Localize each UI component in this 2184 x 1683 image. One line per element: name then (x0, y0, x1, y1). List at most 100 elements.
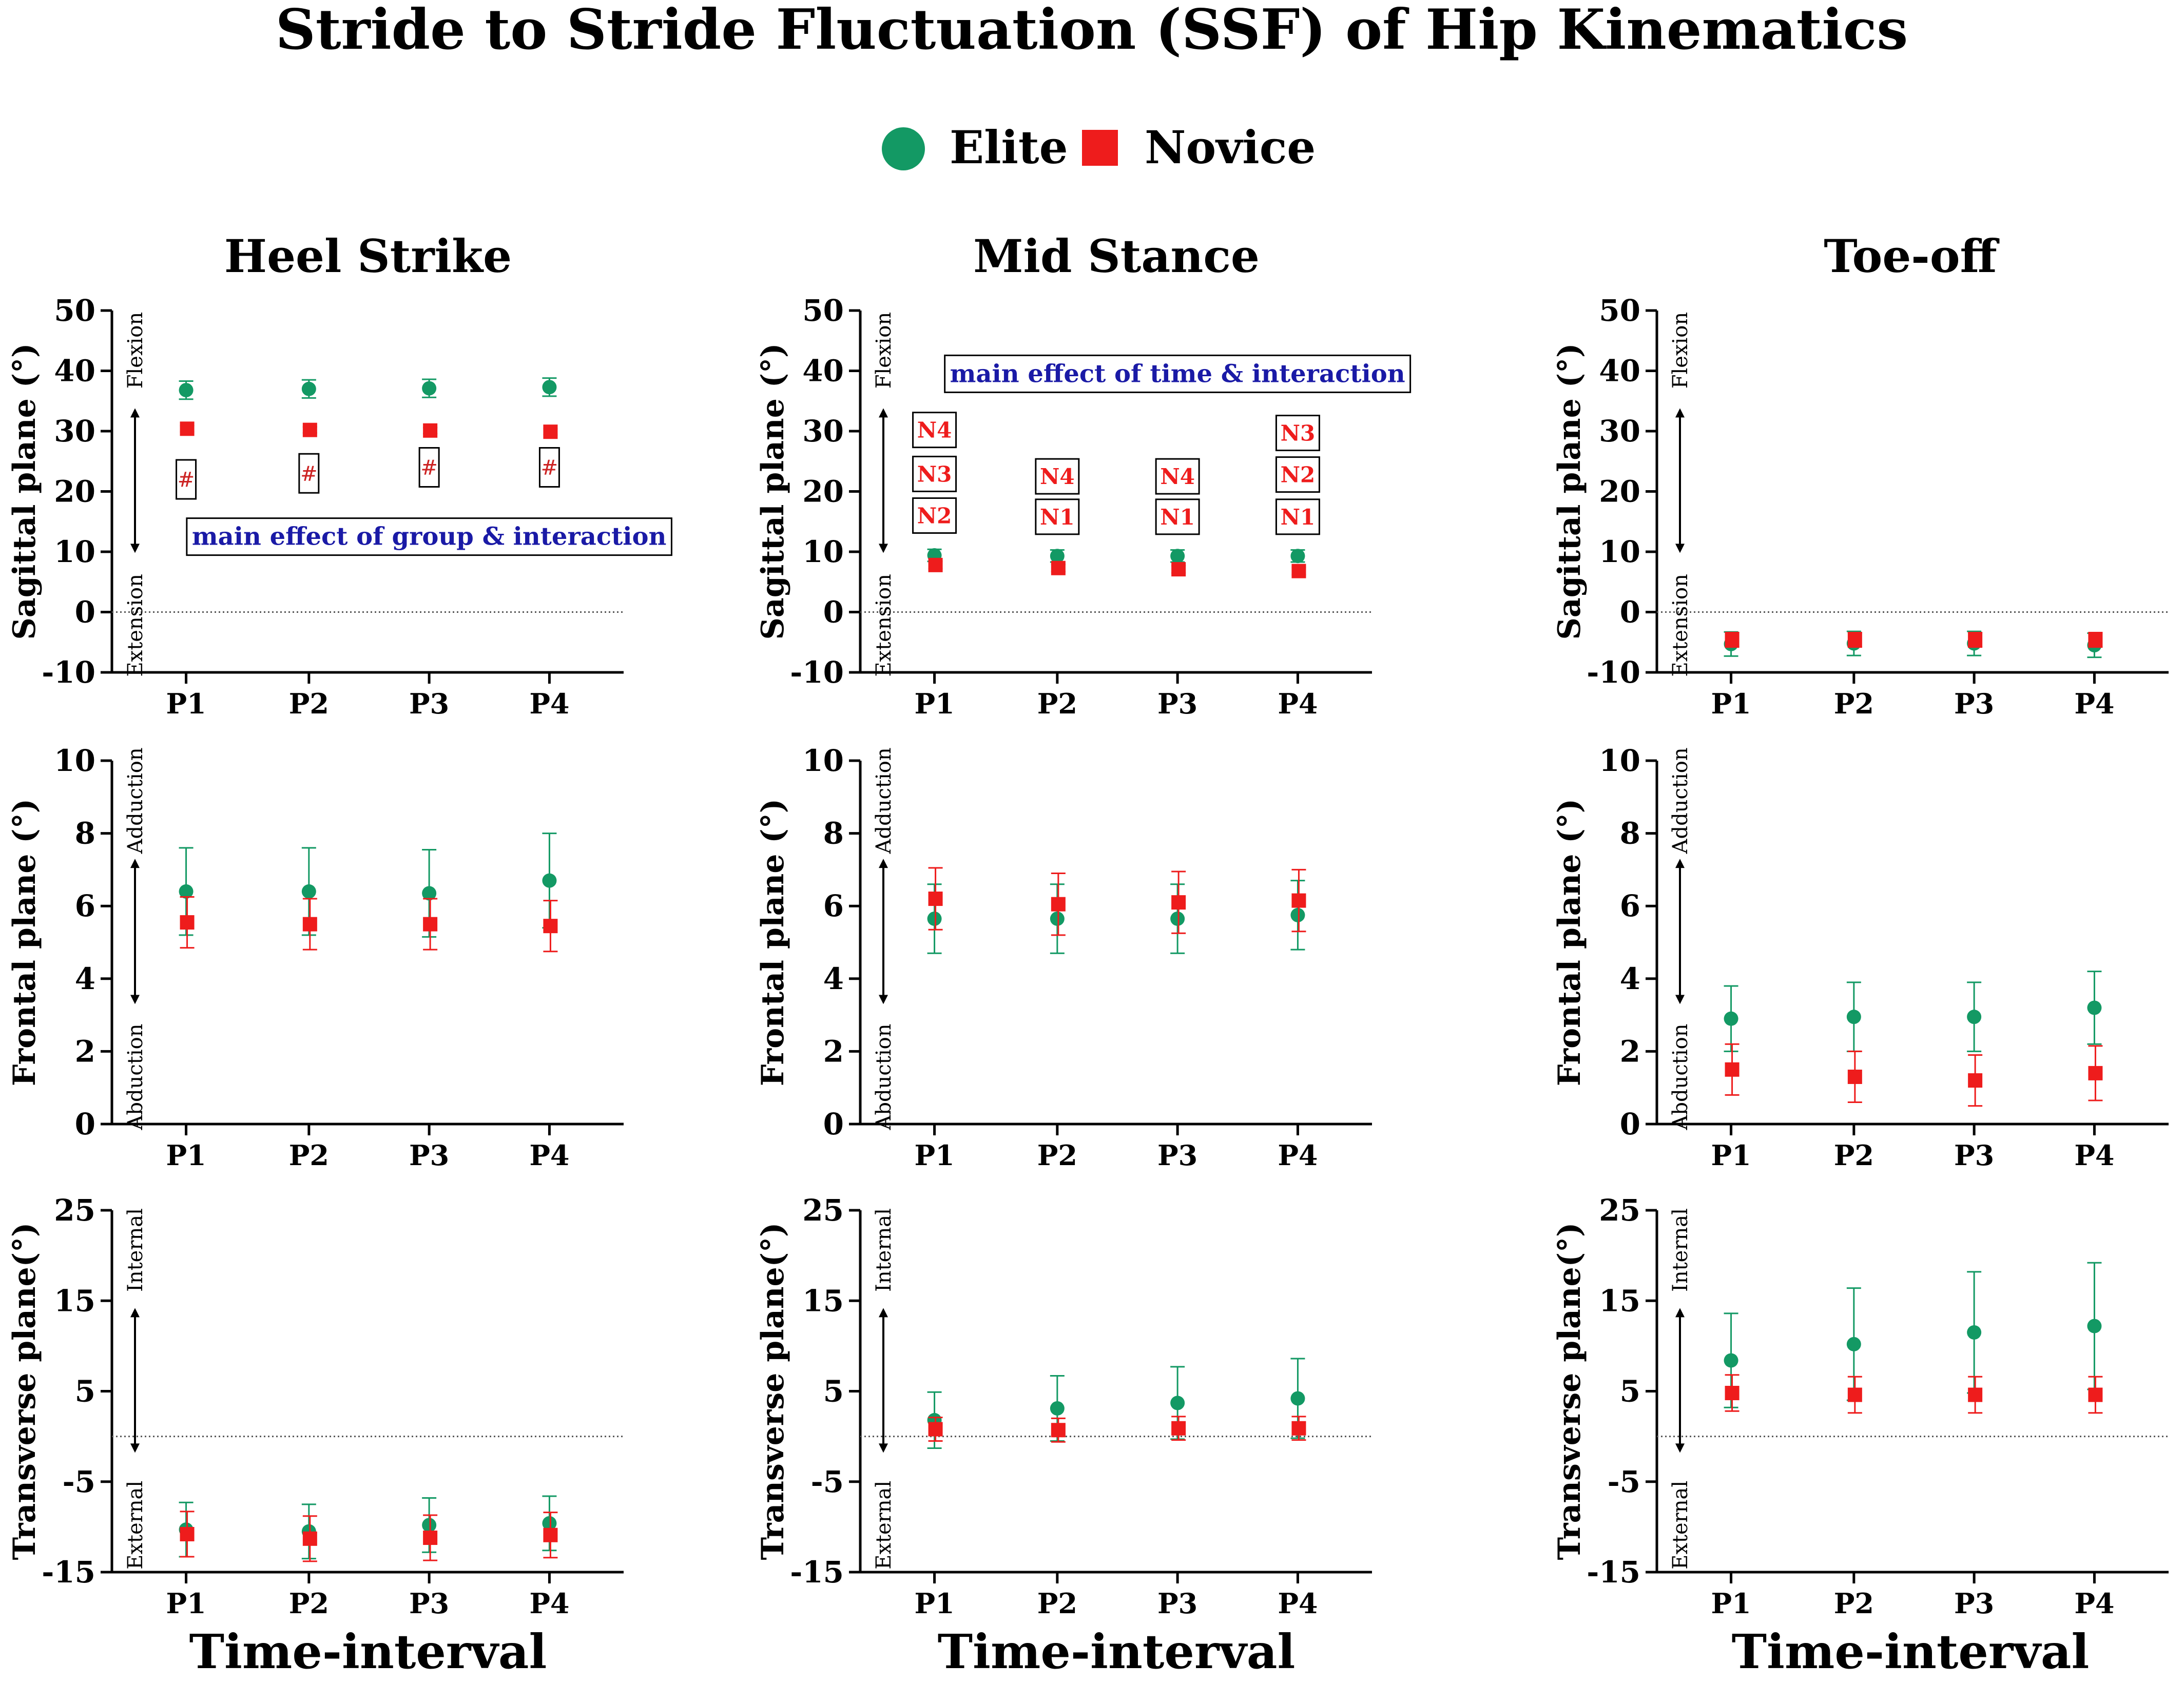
hash-annotation-box (176, 459, 197, 500)
y-tick-label: -10 (790, 655, 844, 690)
elite-point (1170, 911, 1185, 926)
effect-annotation-box (944, 354, 1412, 393)
sig-label: N3 (1281, 421, 1316, 446)
sig-label-box (912, 455, 957, 492)
novice-point (302, 917, 317, 932)
y-tick-label: 6 (823, 888, 844, 923)
direction-arrow-head-up (1675, 859, 1685, 868)
panel-mid-stance-frontal: 0 2 4 6 8 10 P1 P2 P3 P4 Frontal plane (°) Adductio… (755, 743, 1372, 1172)
y-tick-label: -15 (1587, 1555, 1640, 1590)
elite-point (927, 911, 942, 926)
legend-elite-marker (882, 127, 925, 170)
x-tick-label: P3 (1157, 1139, 1197, 1172)
y-tick-label: 40 (54, 354, 95, 389)
y-tick-label: 0 (75, 1107, 95, 1142)
x-tick-label: P3 (1157, 687, 1197, 720)
direction-label-top: Internal (872, 1208, 896, 1292)
y-tick-label: 15 (54, 1283, 95, 1318)
y-axis-label: Frontal plane (°) (755, 799, 791, 1086)
direction-arrow-head-down (130, 995, 140, 1004)
novice-point (180, 421, 195, 436)
direction-arrow-head-up (1675, 408, 1685, 418)
x-tick-label: P1 (1711, 1139, 1751, 1172)
sig-label: N4 (917, 418, 952, 443)
elite-point (1724, 1353, 1738, 1368)
y-tick-label: 8 (823, 816, 844, 851)
y-tick-label: 2 (1620, 1034, 1640, 1069)
y-tick-label: 25 (802, 1193, 844, 1228)
novice-point (180, 1526, 195, 1541)
y-tick-label: -10 (42, 655, 95, 690)
direction-label-bottom: Abduction (124, 1023, 147, 1130)
y-axis-label: Frontal plane (°) (1552, 799, 1588, 1086)
elite-point (1170, 1396, 1185, 1410)
novice-point (928, 1422, 943, 1437)
x-tick-label: P2 (289, 687, 329, 720)
y-tick-label: 0 (75, 595, 95, 630)
direction-label-bottom: Extension (872, 574, 896, 676)
elite-point (1050, 911, 1065, 926)
direction-label-top: Adduction (1669, 747, 1692, 854)
x-tick-label: P1 (166, 687, 206, 720)
elite-point (1170, 549, 1185, 564)
y-tick-label: 20 (54, 474, 95, 509)
elite-point (1050, 549, 1065, 564)
direction-label-top: Flexion (872, 312, 896, 389)
y-tick-label: -5 (811, 1464, 844, 1499)
novice-point (302, 1531, 317, 1546)
panel-heel-strike-transverse: -15 -5 5 15 25 P1 P2 P3 P4 Transverse plane(°) Int… (7, 1193, 624, 1620)
y-tick-label: 2 (823, 1034, 844, 1069)
hash-annotation-box (298, 453, 320, 494)
x-tick-label: P1 (914, 1587, 954, 1620)
direction-label-bottom: Extension (1669, 574, 1692, 676)
y-tick-label: 5 (75, 1374, 95, 1409)
x-tick-label: P1 (1711, 1587, 1751, 1620)
y-axis-label: Transverse plane(°) (755, 1223, 791, 1560)
novice-point (180, 915, 195, 930)
elite-point (1724, 1011, 1738, 1026)
panel-heel-strike-frontal: 0 2 4 6 8 10 P1 P2 P3 P4 Frontal plane (°) Adductio… (7, 743, 624, 1172)
y-tick-label: 0 (823, 1107, 844, 1142)
direction-label-bottom: Abduction (1669, 1023, 1692, 1130)
novice-point (928, 557, 943, 572)
elite-point (422, 381, 437, 396)
direction-label-top: Internal (124, 1208, 147, 1292)
x-tick-label: P1 (166, 1139, 206, 1172)
direction-arrow-head-up (879, 1308, 888, 1318)
y-tick-label: 4 (1620, 961, 1640, 996)
novice-point (1725, 1062, 1740, 1077)
novice-point (1051, 560, 1066, 575)
elite-point (542, 1516, 557, 1531)
direction-arrow-head-up (130, 408, 140, 418)
x-tick-label: P4 (2074, 1587, 2114, 1620)
y-tick-label: 40 (1599, 354, 1640, 389)
x-tick-label: P4 (529, 1587, 569, 1620)
xlabel-heel-strike: Time-interval (189, 1624, 547, 1679)
novice-point (1291, 893, 1306, 908)
x-tick-label: P3 (1157, 1587, 1197, 1620)
novice-point (2088, 1066, 2103, 1080)
y-axis-label: Sagittal plane (°) (755, 343, 791, 640)
x-tick-label: P2 (1037, 687, 1077, 720)
sig-label-box (1155, 498, 1200, 535)
y-tick-label: 30 (802, 414, 844, 449)
y-tick-label: 10 (802, 743, 844, 778)
panel-heel-strike-sagittal: -10 0 10 20 30 40 50 P1 P2 P3 P4 Sagittal plane (°)… (7, 293, 672, 720)
sig-label-box (1275, 415, 1320, 452)
elite-point (179, 383, 194, 398)
sig-label: N1 (1160, 505, 1195, 530)
novice-point (1847, 1069, 1862, 1084)
direction-label-bottom: Extension (124, 574, 147, 676)
y-axis-label: Transverse plane(°) (7, 1223, 43, 1560)
direction-label-top: Internal (1669, 1208, 1692, 1292)
panel-mid-stance-transverse: -15 -5 5 15 25 P1 P2 P3 P4 Transverse plane(°) Int… (755, 1193, 1372, 1620)
novice-point (543, 424, 558, 439)
x-tick-label: P1 (166, 1587, 206, 1620)
sig-label: N4 (1040, 464, 1075, 489)
effect-annotation: main effect of group & interaction (192, 523, 667, 551)
y-tick-label: -15 (42, 1555, 95, 1590)
direction-label-bottom: External (124, 1481, 147, 1570)
effect-annotation-box (186, 517, 672, 556)
x-tick-label: P2 (1834, 687, 1874, 720)
